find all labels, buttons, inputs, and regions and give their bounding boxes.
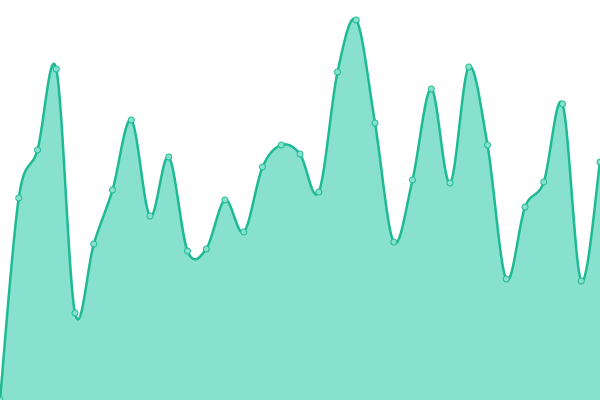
point <box>184 247 191 255</box>
point <box>446 179 454 187</box>
point <box>334 68 341 76</box>
point <box>71 309 79 317</box>
point <box>521 203 529 211</box>
point <box>127 116 135 124</box>
point <box>502 275 510 283</box>
point <box>15 194 23 202</box>
point <box>540 178 548 186</box>
point <box>577 277 585 285</box>
point <box>90 240 98 248</box>
point <box>371 119 379 127</box>
point <box>596 158 600 166</box>
point <box>315 188 323 196</box>
point <box>202 245 210 253</box>
point <box>52 65 60 73</box>
point <box>34 146 41 154</box>
point <box>465 63 473 71</box>
point <box>146 212 154 220</box>
point <box>165 153 173 161</box>
area-fill <box>0 18 600 400</box>
point <box>409 176 416 184</box>
point <box>109 186 116 194</box>
point <box>559 100 566 108</box>
point <box>484 141 491 149</box>
point <box>240 228 248 236</box>
point <box>352 16 360 24</box>
point <box>277 141 285 149</box>
point <box>427 85 435 93</box>
point <box>259 163 266 171</box>
point <box>390 238 398 246</box>
point <box>296 150 304 158</box>
point <box>221 196 229 204</box>
point <box>0 396 4 400</box>
